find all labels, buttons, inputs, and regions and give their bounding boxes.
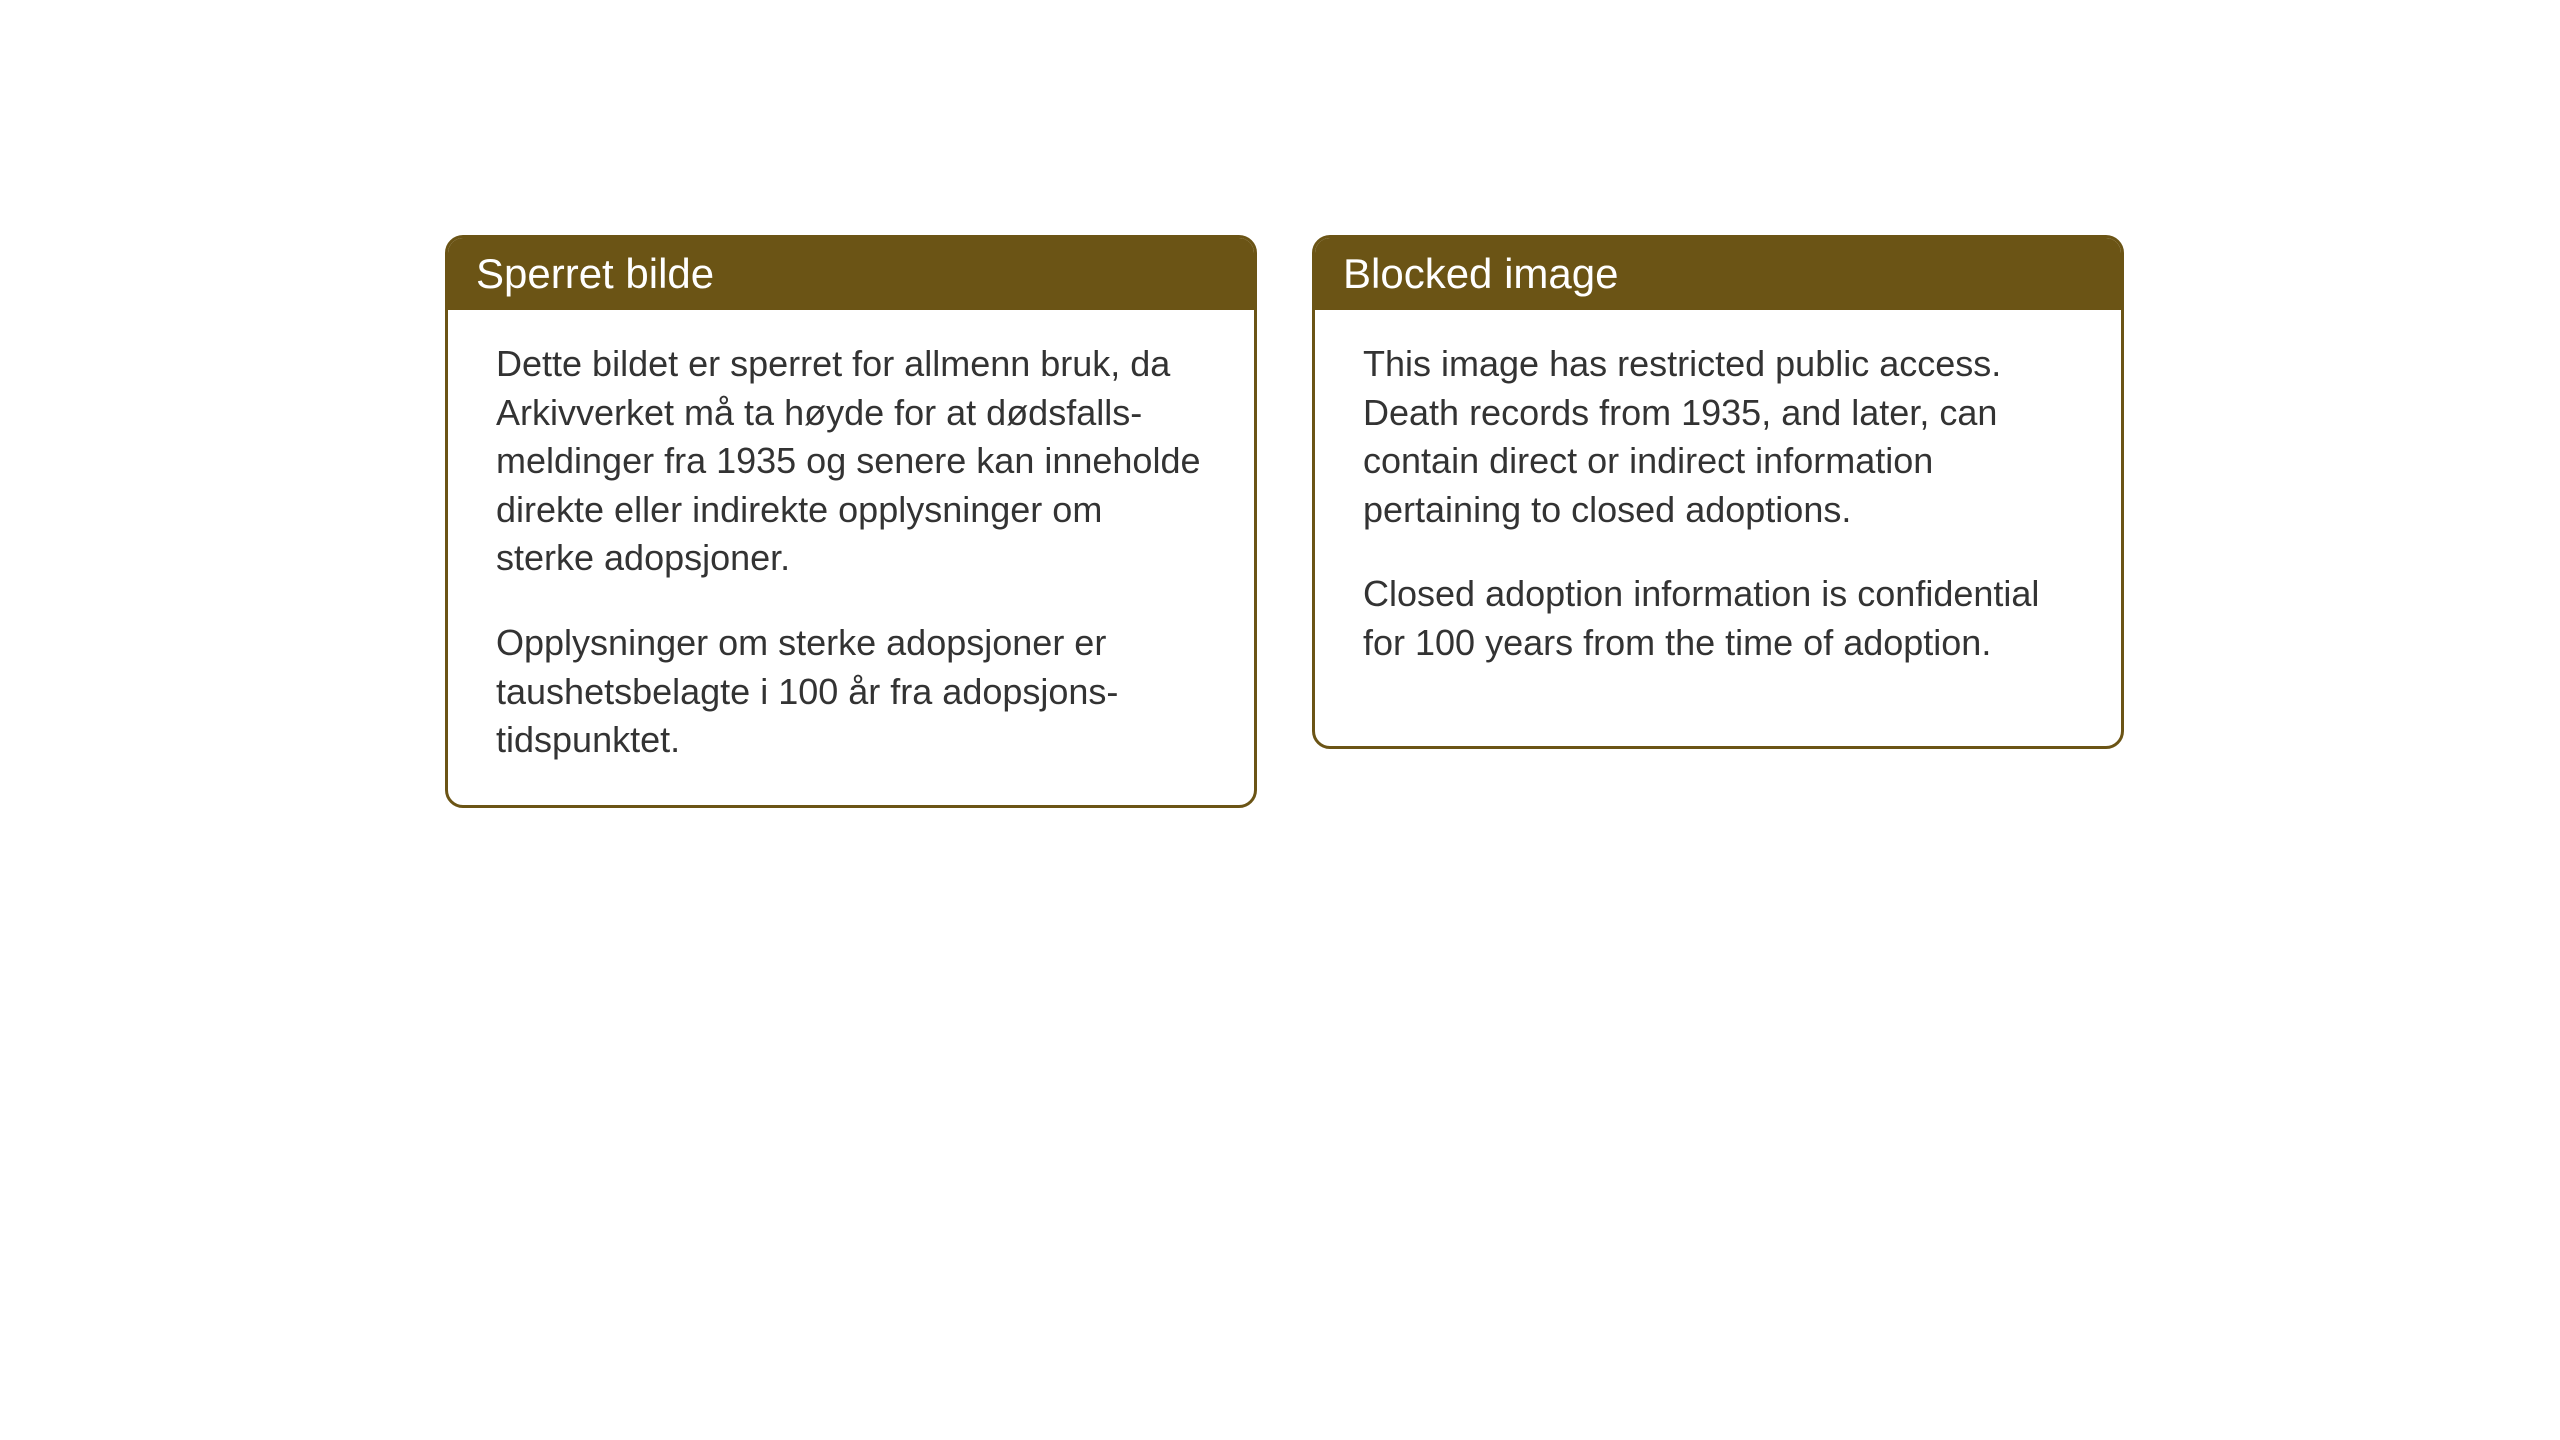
norwegian-card-title: Sperret bilde bbox=[476, 250, 714, 297]
norwegian-paragraph-2: Opplysninger om sterke adopsjoner er tau… bbox=[496, 619, 1206, 765]
norwegian-card-header: Sperret bilde bbox=[448, 238, 1254, 310]
cards-container: Sperret bilde Dette bildet er sperret fo… bbox=[445, 235, 2124, 808]
norwegian-card-body: Dette bildet er sperret for allmenn bruk… bbox=[448, 310, 1254, 805]
english-card-title: Blocked image bbox=[1343, 250, 1618, 297]
english-card-body: This image has restricted public access.… bbox=[1315, 310, 2121, 708]
english-card: Blocked image This image has restricted … bbox=[1312, 235, 2124, 749]
english-card-header: Blocked image bbox=[1315, 238, 2121, 310]
english-paragraph-1: This image has restricted public access.… bbox=[1363, 340, 2073, 534]
norwegian-paragraph-1: Dette bildet er sperret for allmenn bruk… bbox=[496, 340, 1206, 583]
norwegian-card: Sperret bilde Dette bildet er sperret fo… bbox=[445, 235, 1257, 808]
english-paragraph-2: Closed adoption information is confident… bbox=[1363, 570, 2073, 667]
